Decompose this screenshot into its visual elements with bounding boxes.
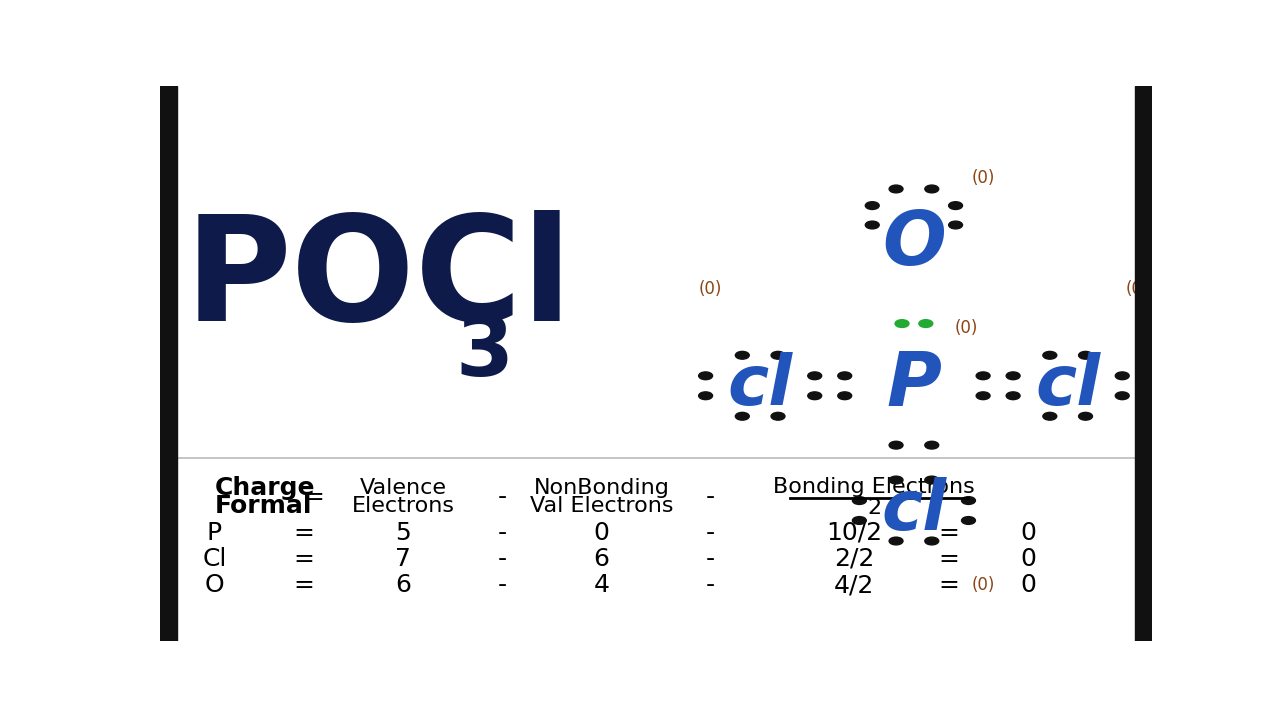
- Text: =: =: [938, 573, 959, 598]
- Circle shape: [890, 537, 902, 545]
- Circle shape: [852, 517, 867, 524]
- Text: Cl: Cl: [202, 546, 227, 571]
- Circle shape: [865, 202, 879, 210]
- Text: 0: 0: [1020, 546, 1036, 571]
- Circle shape: [1115, 392, 1129, 400]
- Text: -: -: [707, 521, 716, 545]
- Circle shape: [1079, 351, 1093, 359]
- Text: 4: 4: [594, 573, 609, 598]
- Text: -: -: [707, 573, 716, 598]
- Text: =: =: [938, 546, 959, 571]
- Circle shape: [925, 441, 938, 449]
- Circle shape: [977, 372, 989, 379]
- Circle shape: [919, 320, 933, 328]
- Circle shape: [1006, 372, 1020, 379]
- Bar: [1135, 86, 1152, 641]
- Circle shape: [890, 476, 902, 484]
- Circle shape: [699, 372, 713, 379]
- Text: (0): (0): [699, 280, 722, 298]
- Text: Bonding Electrons: Bonding Electrons: [773, 477, 975, 497]
- Text: (0): (0): [1125, 280, 1149, 298]
- Circle shape: [1079, 413, 1093, 420]
- Text: P: P: [887, 349, 941, 422]
- Text: -: -: [498, 521, 507, 545]
- Circle shape: [961, 497, 975, 505]
- Text: =: =: [938, 521, 959, 545]
- Text: cl: cl: [727, 352, 792, 419]
- Circle shape: [1043, 351, 1057, 359]
- Text: -: -: [707, 546, 716, 571]
- Text: POCl: POCl: [184, 210, 572, 351]
- Text: (0): (0): [972, 576, 995, 595]
- Text: 0: 0: [1020, 573, 1036, 598]
- Circle shape: [1006, 392, 1020, 400]
- Circle shape: [771, 351, 785, 359]
- Text: =: =: [303, 485, 324, 509]
- Circle shape: [808, 372, 822, 379]
- Circle shape: [1115, 372, 1129, 379]
- Text: (0): (0): [972, 169, 995, 187]
- Text: 0: 0: [1020, 521, 1036, 545]
- Text: O: O: [882, 208, 946, 281]
- Circle shape: [735, 413, 749, 420]
- Circle shape: [890, 185, 902, 193]
- Text: cl: cl: [882, 477, 946, 544]
- Circle shape: [961, 517, 975, 524]
- Circle shape: [925, 476, 938, 484]
- Circle shape: [699, 392, 713, 400]
- Text: 2/2: 2/2: [835, 546, 874, 571]
- Text: =: =: [293, 573, 315, 598]
- Text: Val Electrons: Val Electrons: [530, 496, 673, 516]
- Text: 0: 0: [594, 521, 609, 545]
- Text: -: -: [498, 573, 507, 598]
- Text: NonBonding: NonBonding: [534, 478, 669, 498]
- Circle shape: [895, 320, 909, 328]
- Circle shape: [948, 202, 963, 210]
- Bar: [160, 86, 177, 641]
- Text: =: =: [293, 521, 315, 545]
- Circle shape: [838, 392, 851, 400]
- Text: 10/2: 10/2: [827, 521, 882, 545]
- Text: 7: 7: [396, 546, 411, 571]
- Text: P: P: [207, 521, 223, 545]
- Circle shape: [735, 351, 749, 359]
- Circle shape: [838, 372, 851, 379]
- Circle shape: [1043, 413, 1057, 420]
- Circle shape: [865, 221, 879, 229]
- Text: 6: 6: [396, 573, 411, 598]
- Text: 3: 3: [456, 312, 513, 393]
- Circle shape: [808, 392, 822, 400]
- Circle shape: [852, 497, 867, 505]
- Text: 4/2: 4/2: [835, 573, 874, 598]
- Text: Valence: Valence: [360, 478, 447, 498]
- Circle shape: [948, 221, 963, 229]
- Text: 2: 2: [867, 498, 882, 518]
- Circle shape: [925, 537, 938, 545]
- Text: cl: cl: [1036, 352, 1101, 419]
- Text: Formal: Formal: [215, 494, 312, 518]
- Text: Charge: Charge: [215, 477, 315, 500]
- Circle shape: [890, 441, 902, 449]
- Text: 5: 5: [396, 521, 411, 545]
- Circle shape: [771, 413, 785, 420]
- Text: (0): (0): [955, 318, 978, 336]
- Circle shape: [977, 392, 989, 400]
- Text: Electrons: Electrons: [352, 496, 454, 516]
- Text: -: -: [498, 546, 507, 571]
- Text: -: -: [498, 485, 507, 509]
- Text: 6: 6: [594, 546, 609, 571]
- Circle shape: [925, 185, 938, 193]
- Text: -: -: [707, 485, 716, 509]
- Text: =: =: [293, 546, 315, 571]
- Text: O: O: [205, 573, 224, 598]
